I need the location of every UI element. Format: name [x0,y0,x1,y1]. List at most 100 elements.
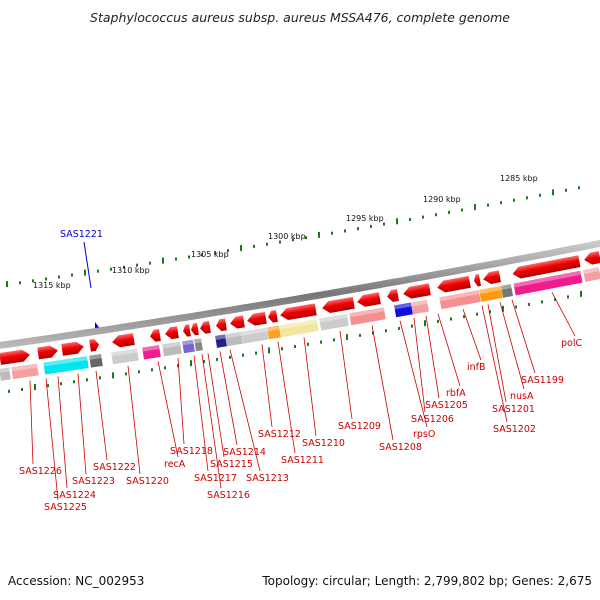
feature-block[interactable] [241,327,269,344]
feature-block[interactable] [411,299,429,315]
leader-line [303,337,317,437]
gene-label[interactable]: SAS1212 [258,429,301,440]
leader-line [57,376,68,489]
feature-block[interactable] [394,302,413,318]
gene-arrow[interactable] [61,341,85,356]
inner-tick [8,389,10,393]
leader-line [511,299,536,374]
scale-tick [357,227,359,231]
gene-label[interactable]: SAS1217 [194,473,237,484]
gene-label[interactable]: SAS1224 [53,490,96,501]
feature-block[interactable] [319,313,349,331]
gene-label[interactable]: rbfA [446,388,466,399]
feature-block[interactable] [162,341,182,357]
gene-label[interactable]: SAS1213 [246,473,289,484]
scale-label-1310: 1310 kbp [112,266,150,275]
gene-arrow[interactable] [482,270,501,285]
gene-label[interactable]: SAS1216 [207,490,250,501]
scale-tick [305,236,307,240]
feature-block[interactable] [439,290,481,310]
feature-block[interactable] [194,338,203,352]
gene-label[interactable]: SAS1214 [223,447,266,458]
gene-arrow[interactable] [436,275,471,294]
backbone-band [0,239,600,349]
gene-label[interactable]: SAS1225 [44,502,87,513]
gene-label[interactable]: SAS1215 [210,459,253,470]
gene-label[interactable]: SAS1223 [72,476,115,487]
gene-label[interactable]: SAS1199 [521,375,564,386]
leader-line [127,365,141,475]
gene-label[interactable]: SAS1210 [302,438,345,449]
gene-label[interactable]: SAS1220 [126,476,169,487]
inner-tick [528,302,530,306]
gene-arrow[interactable] [89,338,100,352]
gene-label[interactable]: SAS1208 [379,442,422,453]
leader-line [371,325,394,441]
inner-tick [450,317,452,321]
inner-tick [112,372,114,379]
feature-block[interactable] [142,345,161,360]
gene-arrow[interactable] [321,296,355,314]
gene-arrow[interactable] [199,320,211,334]
gene-arrow[interactable] [386,289,399,303]
inner-tick [437,319,439,323]
scale-tick [383,222,385,226]
gene-label[interactable]: rpsO [413,429,435,440]
feature-block[interactable] [513,270,583,296]
gene-label[interactable]: SAS1201 [492,404,535,415]
gene-arrow[interactable] [356,292,381,308]
gene-label[interactable]: SAS1218 [170,446,213,457]
gene-label[interactable]: SAS1205 [425,400,468,411]
feature-block[interactable] [279,319,319,338]
feature-block[interactable] [349,307,386,326]
gene-arrow[interactable] [215,318,227,332]
feature-block[interactable] [43,356,89,375]
inner-tick [346,334,348,341]
feature-block[interactable] [267,325,281,340]
feature-block[interactable] [215,334,227,348]
gene-label[interactable]: recA [164,459,186,470]
gene-label[interactable]: SAS1222 [93,462,136,473]
feature-block[interactable] [225,331,243,347]
scale-tick [344,229,346,233]
inner-tick [86,378,88,382]
feature-block[interactable] [500,284,514,298]
feature-block[interactable] [0,367,11,381]
gene-label[interactable]: SAS1226 [19,466,62,477]
gene-arrow[interactable] [0,349,31,365]
gene-arrow[interactable] [182,324,191,337]
gene-label[interactable]: nusA [510,391,534,402]
feature-block[interactable] [111,348,139,365]
gene-arrow[interactable] [267,309,278,323]
gene-arrow[interactable] [149,328,161,342]
gene-arrow[interactable] [246,311,267,327]
gene-label[interactable]: SAS1202 [493,424,536,435]
feature-block[interactable] [89,353,103,368]
leader-line [551,292,576,337]
gene-arrow[interactable] [279,303,317,321]
gene-label[interactable]: SAS1209 [338,421,381,432]
inner-tick [203,360,205,364]
scale-tick [474,204,476,211]
feature-block[interactable] [479,285,503,302]
gene-label[interactable]: SAS1206 [411,414,454,425]
gene-label[interactable]: SAS1211 [281,455,324,466]
gene-arrow[interactable] [402,283,431,300]
feature-block[interactable] [11,363,39,380]
gene-label[interactable]: infB [467,362,486,373]
scale-tick [240,245,242,252]
feature-block[interactable] [582,267,600,282]
gene-label[interactable]: polC [561,338,582,349]
gene-arrow[interactable] [473,274,482,287]
gene-arrow[interactable] [229,315,245,329]
gene-arrow[interactable] [190,322,199,336]
leader-line [29,380,34,465]
gene-arrow[interactable] [111,333,135,348]
gene-arrow[interactable] [164,326,179,340]
inner-tick [398,326,400,330]
gene-arrow[interactable] [37,345,59,360]
gene-arrow[interactable] [511,255,581,280]
gene-arrow[interactable] [583,251,600,266]
feature-block[interactable] [182,339,195,354]
